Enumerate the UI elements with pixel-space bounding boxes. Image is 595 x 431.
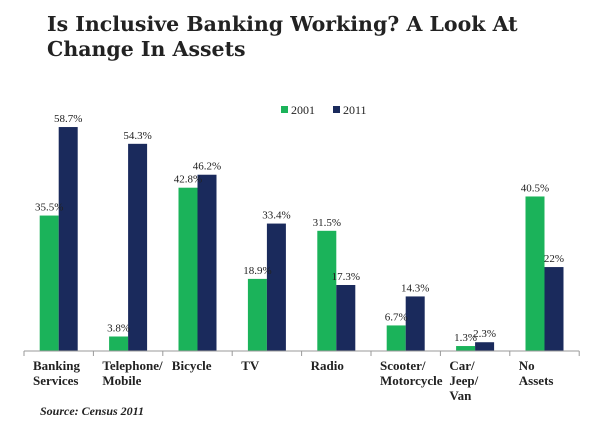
data-label-2011-6: 2.3% [473,328,496,340]
bar-2001-6 [456,346,476,351]
x-tick-label-7-1: Assets [519,373,554,388]
data-label-2001-3: 18.9% [243,265,271,277]
bar-2011-3 [266,223,286,351]
data-label-2001-0: 35.5% [35,202,63,214]
bar-2001-3 [247,278,267,351]
data-label-2011-5: 14.3% [401,282,429,294]
data-label-2011-4: 17.3% [332,271,360,283]
legend-label-2001: 2001 [291,103,315,117]
bars [39,127,564,351]
bar-2001-7 [525,196,545,351]
x-tick-label-0-0: Banking [33,358,80,373]
data-label-2001-6: 1.3% [454,332,477,344]
bar-2001-0 [39,215,59,351]
data-label-2001-5: 6.7% [385,311,408,323]
data-label-2001-7: 40.5% [521,182,549,194]
bar-2011-6 [475,342,495,351]
legend: 2001 2011 [281,103,367,117]
x-tick-label-0-1: Services [33,373,78,388]
legend-label-2011: 2011 [343,103,367,117]
x-tick-label-5-1: Motorcycle [380,373,443,388]
x-tick-label-6-2: Van [449,388,472,403]
x-axis [23,350,580,356]
bar-2001-1 [109,336,129,351]
bar-2011-4 [336,284,356,351]
bar-2011-5 [405,296,425,351]
x-tick-label-6-1: Jeep/ [449,373,478,388]
x-tick-label-7-0: No [519,358,535,373]
legend-swatch-2001 [281,106,288,113]
data-label-2011-3: 33.4% [262,210,290,222]
x-tick-label-3-0: TV [241,358,260,373]
x-tick-label-2-0: Bicycle [172,358,212,373]
x-tick-label-1-1: Mobile [102,373,141,388]
x-tick-label-6-0: Car/ [449,358,475,373]
x-tick-label-1-0: Telephone/ [102,358,163,373]
bar-2011-0 [58,127,78,351]
bar-2011-7 [544,267,564,351]
chart-title: Is Inclusive Banking Working? A Look At … [47,12,518,61]
data-label-2011-7: 22% [544,253,564,265]
data-label-2001-1: 3.8% [107,323,130,335]
x-tick-label-4-0: Radio [311,358,344,373]
data-label-2011-1: 54.3% [123,130,151,142]
data-label-2001-4: 31.5% [313,217,341,229]
legend-swatch-2011 [333,106,340,113]
bar-2001-2 [178,187,198,351]
bar-2011-2 [197,174,217,351]
source-note: Source: Census 2011 [40,404,145,418]
x-tick-label-5-0: Scooter/ [380,358,426,373]
bar-2001-5 [386,325,406,351]
data-label-2011-2: 46.2% [193,161,221,173]
bar-2001-4 [317,230,337,351]
bar-2011-1 [128,143,148,351]
data-labels: 35.5% 58.7% 3.8% 54.3% 42.8%46.2% 18.9% 33.4% 3… [35,113,564,344]
data-label-2001-2: 42.8% [174,174,202,186]
data-label-2011-0: 58.7% [54,113,82,125]
